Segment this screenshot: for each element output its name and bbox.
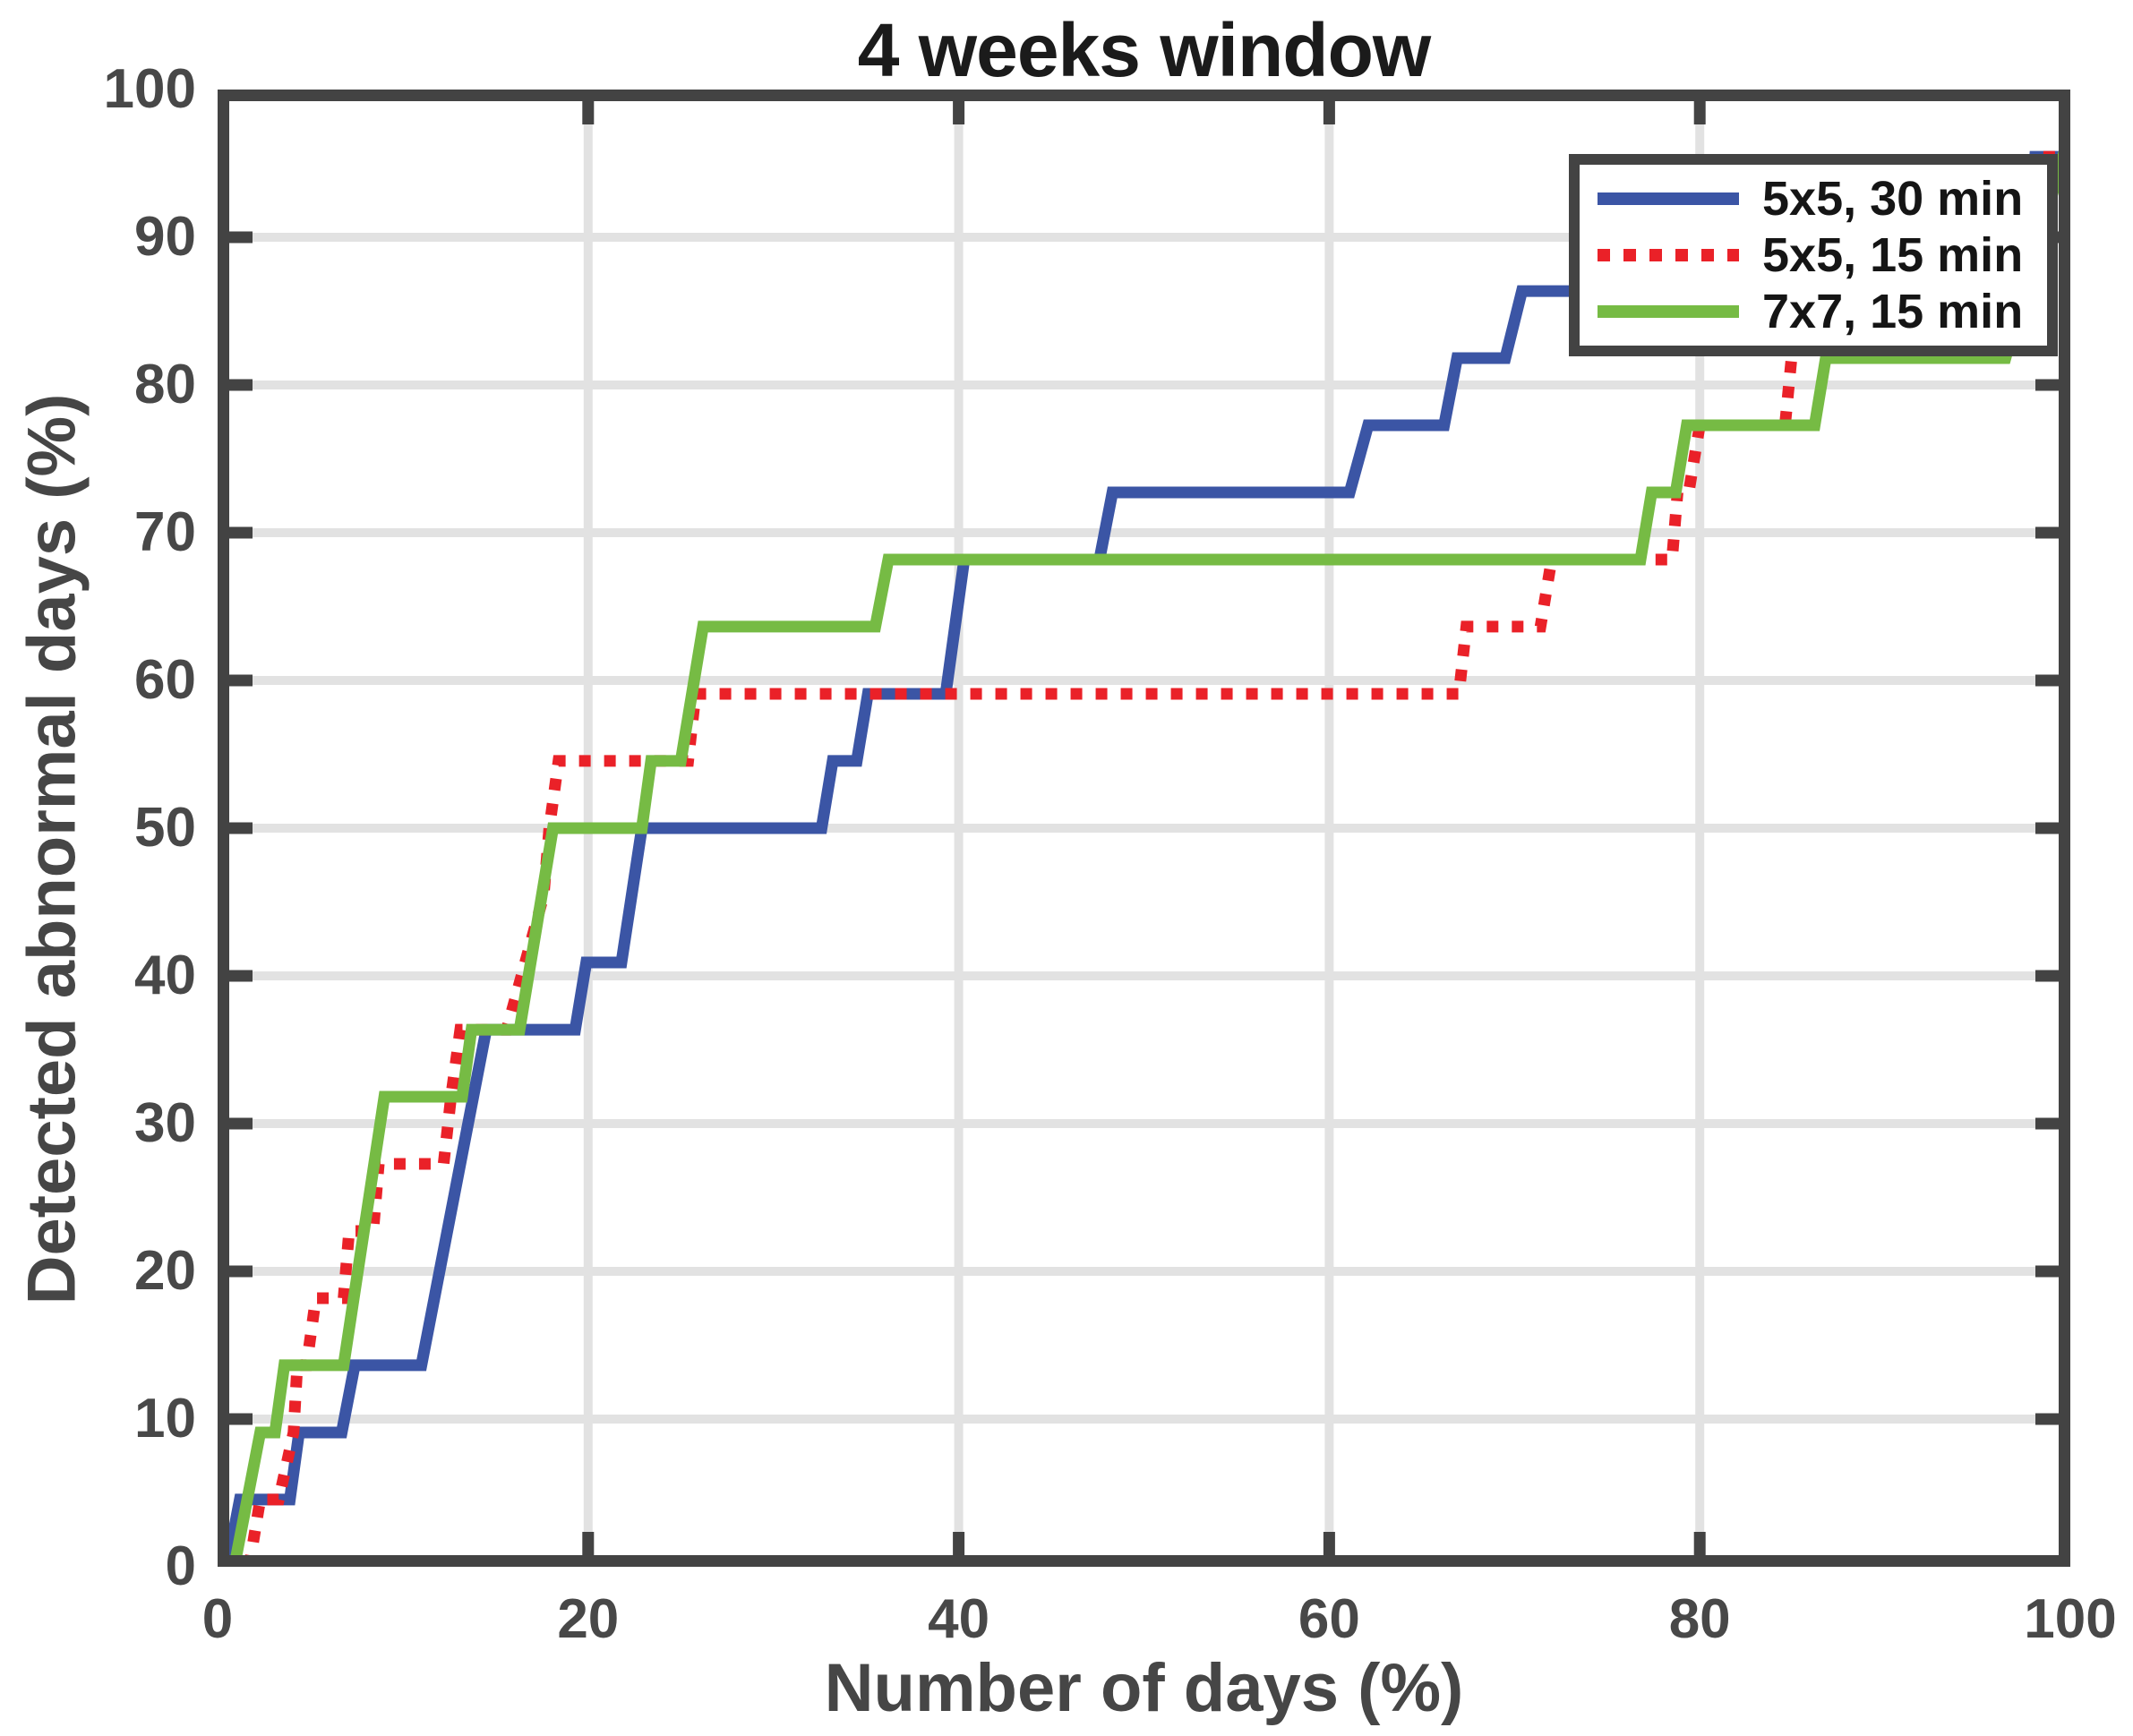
series-lines [220, 150, 2070, 1567]
x-tick-label-60: 60 [1298, 1588, 1360, 1650]
x-tick-label-40: 40 [928, 1588, 990, 1650]
x-tick-label-20: 20 [557, 1588, 620, 1650]
axes-box [218, 90, 2070, 1567]
y-axis-label: Detected abnormal days (%) [13, 393, 90, 1305]
y-tick-label-80: 80 [134, 354, 196, 415]
y-tick-label-70: 70 [134, 501, 196, 563]
y-tick-label-10: 10 [134, 1388, 196, 1450]
y-tick-label-90: 90 [134, 206, 196, 268]
y-tick-label-20: 20 [134, 1240, 196, 1302]
y-axis-label-wrap: Detected abnormal days (%) [0, 0, 106, 1736]
y-tick-label-60: 60 [134, 649, 196, 711]
x-axis-label: Number of days (%) [824, 1650, 1464, 1726]
series-line-5x5-30-min [220, 150, 2070, 1567]
legend-label: 5x5, 15 min [1762, 227, 2024, 282]
legend-box: 5x5, 30 min 5x5, 15 min 7x7, 15 min [1569, 154, 2058, 356]
legend-solid-line-sample [1598, 192, 1739, 205]
legend-item-7x7-15-min: 7x7, 15 min [1580, 286, 2047, 337]
legend-label: 7x7, 15 min [1762, 285, 2024, 339]
legend-solid-line-sample [1598, 305, 1739, 319]
series-line-5x5-15-min [243, 150, 2070, 1567]
legend-item-5x5-15-min: 5x5, 15 min [1580, 230, 2047, 280]
y-tick-label-0: 0 [165, 1535, 196, 1597]
x-tick-label-0: 0 [201, 1588, 234, 1650]
series-line-7x7-15-min [228, 150, 2070, 1567]
x-tick-label-100: 100 [2024, 1588, 2117, 1650]
legend-item-5x5-30-min: 5x5, 30 min [1580, 174, 2047, 224]
y-tick-label-40: 40 [134, 945, 196, 1006]
legend-dotted-line-sample [1598, 248, 1739, 261]
legend-label: 5x5, 30 min [1762, 171, 2024, 226]
y-tick-label-30: 30 [134, 1092, 196, 1154]
x-tick-label-80: 80 [1668, 1588, 1731, 1650]
y-tick-label-50: 50 [134, 797, 196, 859]
axis-frame [218, 90, 2070, 1567]
y-tick-label-100: 100 [103, 58, 196, 120]
chart-title: 4 weeks window [857, 8, 1432, 92]
